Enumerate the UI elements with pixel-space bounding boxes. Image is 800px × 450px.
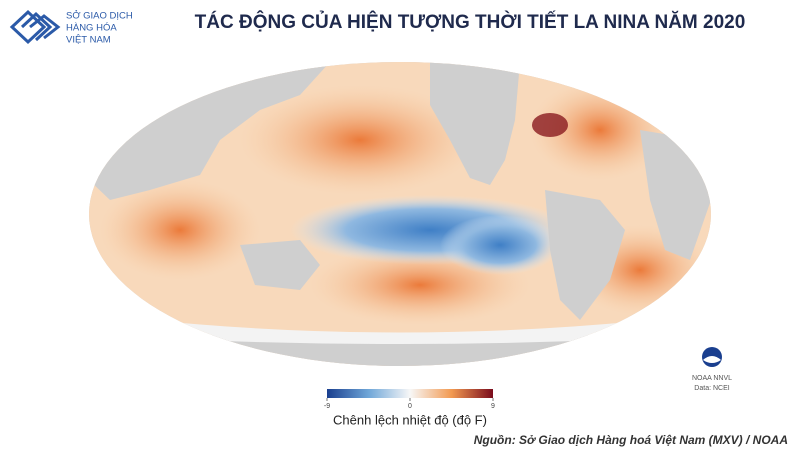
colorbar-tick-label: 9 xyxy=(491,403,495,410)
colorbar-label: Chênh lệch nhiệt độ (độ F) xyxy=(333,412,487,427)
logo-text: SỞ GIAO DỊCH xyxy=(66,10,133,22)
logo-text: HÀNG HÓA xyxy=(66,23,117,34)
logo: SỞ GIAO DỊCH HÀNG HÓA VIỆT NAM xyxy=(9,10,133,46)
colorbar-gradient xyxy=(327,389,493,398)
credit-text: NOAA NNVL xyxy=(692,375,732,382)
colorbar-tick-label: -9 xyxy=(324,403,330,410)
credit-text: Data: NCEI xyxy=(694,385,729,392)
title: TÁC ĐỘNG CỦA HIỆN TƯỢNG THỜI TIẾT LA NIN… xyxy=(195,11,746,33)
colorbar-tick-label: 0 xyxy=(408,403,412,410)
world-map xyxy=(89,62,711,366)
noaa-logo: NOAA NNVL Data: NCEI xyxy=(692,347,732,392)
source: Nguồn: Sở Giao dịch Hàng hoá Việt Nam (M… xyxy=(474,433,788,447)
logo-text: VIỆT NAM xyxy=(66,35,111,46)
colorbar: -9 0 9 xyxy=(324,389,495,410)
